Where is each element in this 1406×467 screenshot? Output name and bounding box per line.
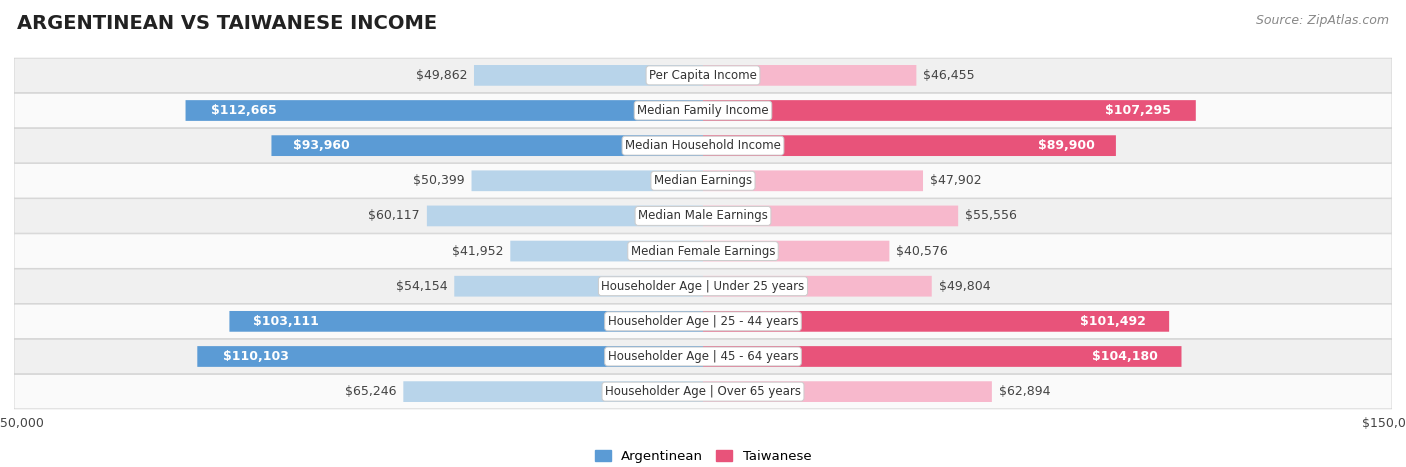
Text: $49,804: $49,804 [939,280,990,293]
Legend: Argentinean, Taiwanese: Argentinean, Taiwanese [589,445,817,467]
FancyBboxPatch shape [186,100,703,121]
FancyBboxPatch shape [271,135,703,156]
Text: Median Earnings: Median Earnings [654,174,752,187]
Text: $55,556: $55,556 [965,209,1017,222]
FancyBboxPatch shape [471,170,703,191]
Text: ARGENTINEAN VS TAIWANESE INCOME: ARGENTINEAN VS TAIWANESE INCOME [17,14,437,33]
FancyBboxPatch shape [703,100,1195,121]
FancyBboxPatch shape [703,346,1181,367]
Text: Householder Age | 45 - 64 years: Householder Age | 45 - 64 years [607,350,799,363]
FancyBboxPatch shape [703,381,991,402]
Text: $54,154: $54,154 [395,280,447,293]
FancyBboxPatch shape [229,311,703,332]
FancyBboxPatch shape [14,163,1392,198]
FancyBboxPatch shape [14,93,1392,128]
FancyBboxPatch shape [454,276,703,297]
FancyBboxPatch shape [14,128,1392,163]
Text: Householder Age | 25 - 44 years: Householder Age | 25 - 44 years [607,315,799,328]
Text: $103,111: $103,111 [253,315,319,328]
Text: $62,894: $62,894 [998,385,1050,398]
FancyBboxPatch shape [703,135,1116,156]
FancyBboxPatch shape [703,241,890,262]
Text: Median Male Earnings: Median Male Earnings [638,209,768,222]
FancyBboxPatch shape [510,241,703,262]
Text: Median Household Income: Median Household Income [626,139,780,152]
Text: Householder Age | Over 65 years: Householder Age | Over 65 years [605,385,801,398]
FancyBboxPatch shape [404,381,703,402]
Text: $65,246: $65,246 [344,385,396,398]
Text: $50,399: $50,399 [413,174,464,187]
Text: $60,117: $60,117 [368,209,420,222]
Text: $41,952: $41,952 [451,245,503,258]
FancyBboxPatch shape [14,199,1392,233]
Text: Median Family Income: Median Family Income [637,104,769,117]
Text: $110,103: $110,103 [222,350,288,363]
Text: $49,862: $49,862 [416,69,467,82]
FancyBboxPatch shape [703,170,922,191]
FancyBboxPatch shape [703,205,957,226]
Text: $101,492: $101,492 [1080,315,1146,328]
FancyBboxPatch shape [703,276,932,297]
FancyBboxPatch shape [14,339,1392,374]
FancyBboxPatch shape [14,375,1392,409]
Text: Median Female Earnings: Median Female Earnings [631,245,775,258]
FancyBboxPatch shape [474,65,703,86]
Text: $93,960: $93,960 [292,139,350,152]
FancyBboxPatch shape [197,346,703,367]
FancyBboxPatch shape [14,269,1392,304]
Text: Source: ZipAtlas.com: Source: ZipAtlas.com [1256,14,1389,27]
FancyBboxPatch shape [703,65,917,86]
FancyBboxPatch shape [427,205,703,226]
Text: Householder Age | Under 25 years: Householder Age | Under 25 years [602,280,804,293]
Text: $89,900: $89,900 [1039,139,1095,152]
FancyBboxPatch shape [14,234,1392,268]
Text: $46,455: $46,455 [924,69,974,82]
FancyBboxPatch shape [14,58,1392,92]
Text: $40,576: $40,576 [896,245,948,258]
Text: $47,902: $47,902 [929,174,981,187]
FancyBboxPatch shape [703,311,1170,332]
Text: Per Capita Income: Per Capita Income [650,69,756,82]
Text: $107,295: $107,295 [1105,104,1171,117]
Text: $112,665: $112,665 [211,104,277,117]
Text: $104,180: $104,180 [1091,350,1157,363]
FancyBboxPatch shape [14,304,1392,339]
